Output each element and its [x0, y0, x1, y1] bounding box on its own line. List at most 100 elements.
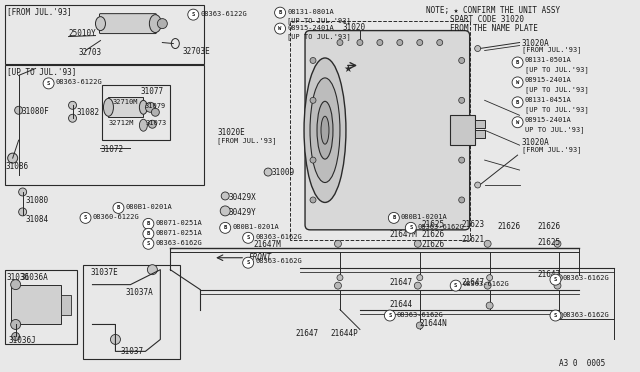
Text: UP TO JUL.'93]: UP TO JUL.'93]: [525, 126, 584, 133]
Text: 31079: 31079: [145, 103, 166, 109]
Circle shape: [15, 106, 22, 114]
Bar: [11, 285, 61, 324]
Bar: [4, 65, 204, 185]
Text: B: B: [392, 215, 396, 220]
Text: NOTE; ★ CONFIRM THE UNIT ASSY: NOTE; ★ CONFIRM THE UNIT ASSY: [426, 6, 560, 15]
Circle shape: [405, 222, 416, 233]
Text: 31036A: 31036A: [20, 273, 49, 282]
Text: 21647: 21647: [538, 270, 561, 279]
Text: 31020: 31020: [343, 23, 366, 32]
Text: 08915-2401A: 08915-2401A: [525, 77, 572, 83]
Circle shape: [512, 97, 523, 108]
Text: 31020A: 31020A: [522, 39, 549, 48]
Text: 31009: 31009: [271, 168, 294, 177]
Ellipse shape: [95, 17, 106, 31]
Circle shape: [220, 206, 230, 216]
Text: 080B1-0201A: 080B1-0201A: [232, 224, 279, 230]
Text: 21647: 21647: [461, 278, 485, 287]
Circle shape: [397, 39, 403, 45]
Text: 21626: 21626: [538, 222, 561, 231]
Ellipse shape: [304, 58, 346, 202]
Text: 31077: 31077: [140, 87, 163, 96]
Text: [UP TO JUL.'93]: [UP TO JUL.'93]: [525, 106, 588, 113]
Circle shape: [310, 58, 316, 64]
Circle shape: [111, 334, 120, 344]
Text: [FROM JUL.'93]: [FROM JUL.'93]: [6, 7, 72, 16]
Text: [UP TO JUL.'93]: [UP TO JUL.'93]: [525, 86, 588, 93]
Text: 21623: 21623: [461, 220, 485, 229]
Circle shape: [310, 97, 316, 103]
Text: 08363-6162G: 08363-6162G: [255, 258, 302, 264]
Text: B: B: [147, 221, 150, 226]
Text: S: S: [454, 283, 458, 288]
Text: 31086: 31086: [6, 162, 29, 171]
Circle shape: [12, 333, 20, 340]
Circle shape: [337, 39, 343, 45]
Circle shape: [554, 282, 561, 289]
Circle shape: [80, 212, 91, 223]
Ellipse shape: [321, 116, 329, 144]
Circle shape: [450, 280, 461, 291]
Bar: [83, 265, 180, 359]
Circle shape: [157, 19, 167, 29]
Circle shape: [436, 39, 443, 45]
Text: 31037E: 31037E: [90, 268, 118, 277]
Text: S: S: [554, 277, 557, 282]
Text: 08363-6162G: 08363-6162G: [563, 275, 609, 280]
Text: B: B: [278, 10, 282, 15]
Circle shape: [143, 228, 154, 239]
Text: 31036: 31036: [6, 273, 30, 282]
Circle shape: [188, 9, 199, 20]
Circle shape: [337, 275, 343, 280]
Circle shape: [221, 192, 229, 200]
Text: 08915-2401A: 08915-2401A: [525, 117, 572, 123]
Circle shape: [8, 153, 18, 163]
Circle shape: [385, 310, 396, 321]
Circle shape: [113, 202, 124, 214]
Circle shape: [512, 57, 523, 68]
Text: 31082: 31082: [77, 108, 100, 117]
Text: 21647: 21647: [390, 278, 413, 287]
Text: S: S: [147, 241, 150, 246]
Text: 31036J: 31036J: [9, 336, 36, 346]
Text: 08363-6162G: 08363-6162G: [418, 224, 465, 230]
Circle shape: [147, 265, 157, 275]
Ellipse shape: [104, 98, 113, 116]
FancyBboxPatch shape: [99, 14, 156, 33]
Bar: [61, 295, 70, 314]
Text: SPART CODE 31020: SPART CODE 31020: [450, 15, 524, 24]
Text: S: S: [246, 260, 250, 265]
Text: 30429X: 30429X: [228, 193, 256, 202]
Circle shape: [388, 212, 399, 223]
Circle shape: [243, 257, 253, 268]
Circle shape: [416, 322, 423, 329]
Bar: [475, 120, 484, 128]
Text: 31020E: 31020E: [217, 128, 245, 137]
Text: 08363-6162G: 08363-6162G: [397, 311, 444, 318]
Circle shape: [357, 39, 363, 45]
Text: 31080: 31080: [26, 196, 49, 205]
Text: 31037: 31037: [120, 347, 143, 356]
Bar: [102, 86, 170, 140]
Text: [FROM JUL.'93]: [FROM JUL.'93]: [217, 137, 276, 144]
Circle shape: [243, 232, 253, 243]
Bar: [108, 97, 143, 117]
Circle shape: [377, 39, 383, 45]
Text: 21644N: 21644N: [420, 320, 447, 328]
Text: B: B: [117, 205, 120, 211]
Text: 080B1-0201A: 080B1-0201A: [125, 204, 172, 210]
Text: 08131-0801A: 08131-0801A: [287, 9, 334, 15]
Text: W: W: [516, 80, 519, 85]
Text: 21625: 21625: [538, 238, 561, 247]
Bar: [4, 270, 77, 344]
Circle shape: [512, 77, 523, 88]
Text: 21644: 21644: [390, 299, 413, 309]
Circle shape: [550, 310, 561, 321]
Circle shape: [414, 240, 421, 247]
Circle shape: [275, 7, 285, 18]
Bar: [475, 130, 484, 138]
Circle shape: [550, 274, 561, 285]
Text: A3 0  0005: A3 0 0005: [559, 359, 605, 368]
Circle shape: [484, 282, 491, 289]
Text: [UP TO JUL.'93]: [UP TO JUL.'93]: [287, 17, 351, 25]
